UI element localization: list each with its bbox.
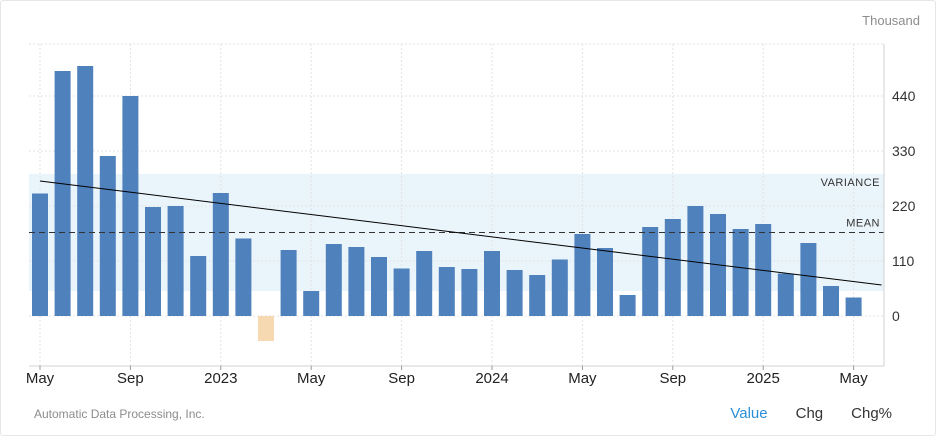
bar [664, 219, 681, 316]
bar [258, 316, 274, 341]
bar [551, 259, 568, 316]
bar [619, 295, 636, 316]
bar [190, 256, 207, 316]
x-tick-label: Sep [659, 370, 686, 387]
bar-chart: VARIANCE MEAN 0 110 220 330 440 May Sep 2023 May Se… [26, 43, 916, 387]
bar [529, 275, 546, 316]
y-tick-label: 0 [892, 308, 900, 324]
source-label: Automatic Data Processing, Inc. [34, 407, 205, 421]
bar [371, 257, 387, 316]
variance-label: VARIANCE [821, 177, 880, 189]
bar [235, 238, 252, 316]
bar [32, 193, 48, 316]
bar [484, 251, 500, 316]
mean-label: MEAN [846, 218, 880, 230]
bar [506, 270, 523, 316]
x-tick-label: May [568, 370, 597, 387]
bar [77, 66, 94, 316]
x-tick-label: 2023 [204, 370, 237, 387]
bar [642, 227, 659, 316]
bar [732, 229, 749, 316]
tab-value[interactable]: Value [730, 405, 768, 422]
y-tick-label: 440 [892, 88, 916, 104]
x-tick-label: 2025 [747, 370, 780, 387]
bar [574, 234, 591, 316]
bar [303, 291, 320, 316]
bar [393, 268, 410, 316]
bar [416, 251, 433, 316]
bar [438, 267, 455, 316]
bar [597, 248, 613, 316]
bar [800, 243, 817, 316]
bar [280, 250, 297, 316]
x-tick-label: 2024 [475, 370, 508, 387]
x-tick-label: May [26, 370, 55, 387]
x-tick-label: May [839, 370, 868, 387]
bar [99, 156, 116, 316]
bar [348, 247, 365, 316]
x-tick-label: May [297, 370, 326, 387]
tab-chg[interactable]: Chg [795, 405, 824, 422]
bar [461, 269, 478, 316]
y-tick-label: 110 [892, 253, 915, 269]
bar [687, 206, 704, 316]
unit-label: Thousand [862, 13, 920, 28]
x-tick-label: Sep [388, 370, 415, 387]
tab-chg-percent[interactable]: Chg% [851, 405, 892, 422]
bar [212, 193, 229, 316]
view-tabs: Value Chg Chg% [702, 405, 892, 422]
bar [122, 96, 139, 316]
bar [167, 206, 184, 316]
x-tick-label: Sep [117, 370, 144, 387]
bar [145, 207, 161, 316]
y-tick-label: 330 [892, 143, 916, 159]
bar [845, 297, 862, 316]
bar [325, 244, 342, 316]
y-tick-label: 220 [892, 198, 916, 214]
trend-line [39, 180, 882, 286]
bar [823, 286, 839, 316]
bar [777, 273, 794, 316]
bar [54, 71, 71, 316]
